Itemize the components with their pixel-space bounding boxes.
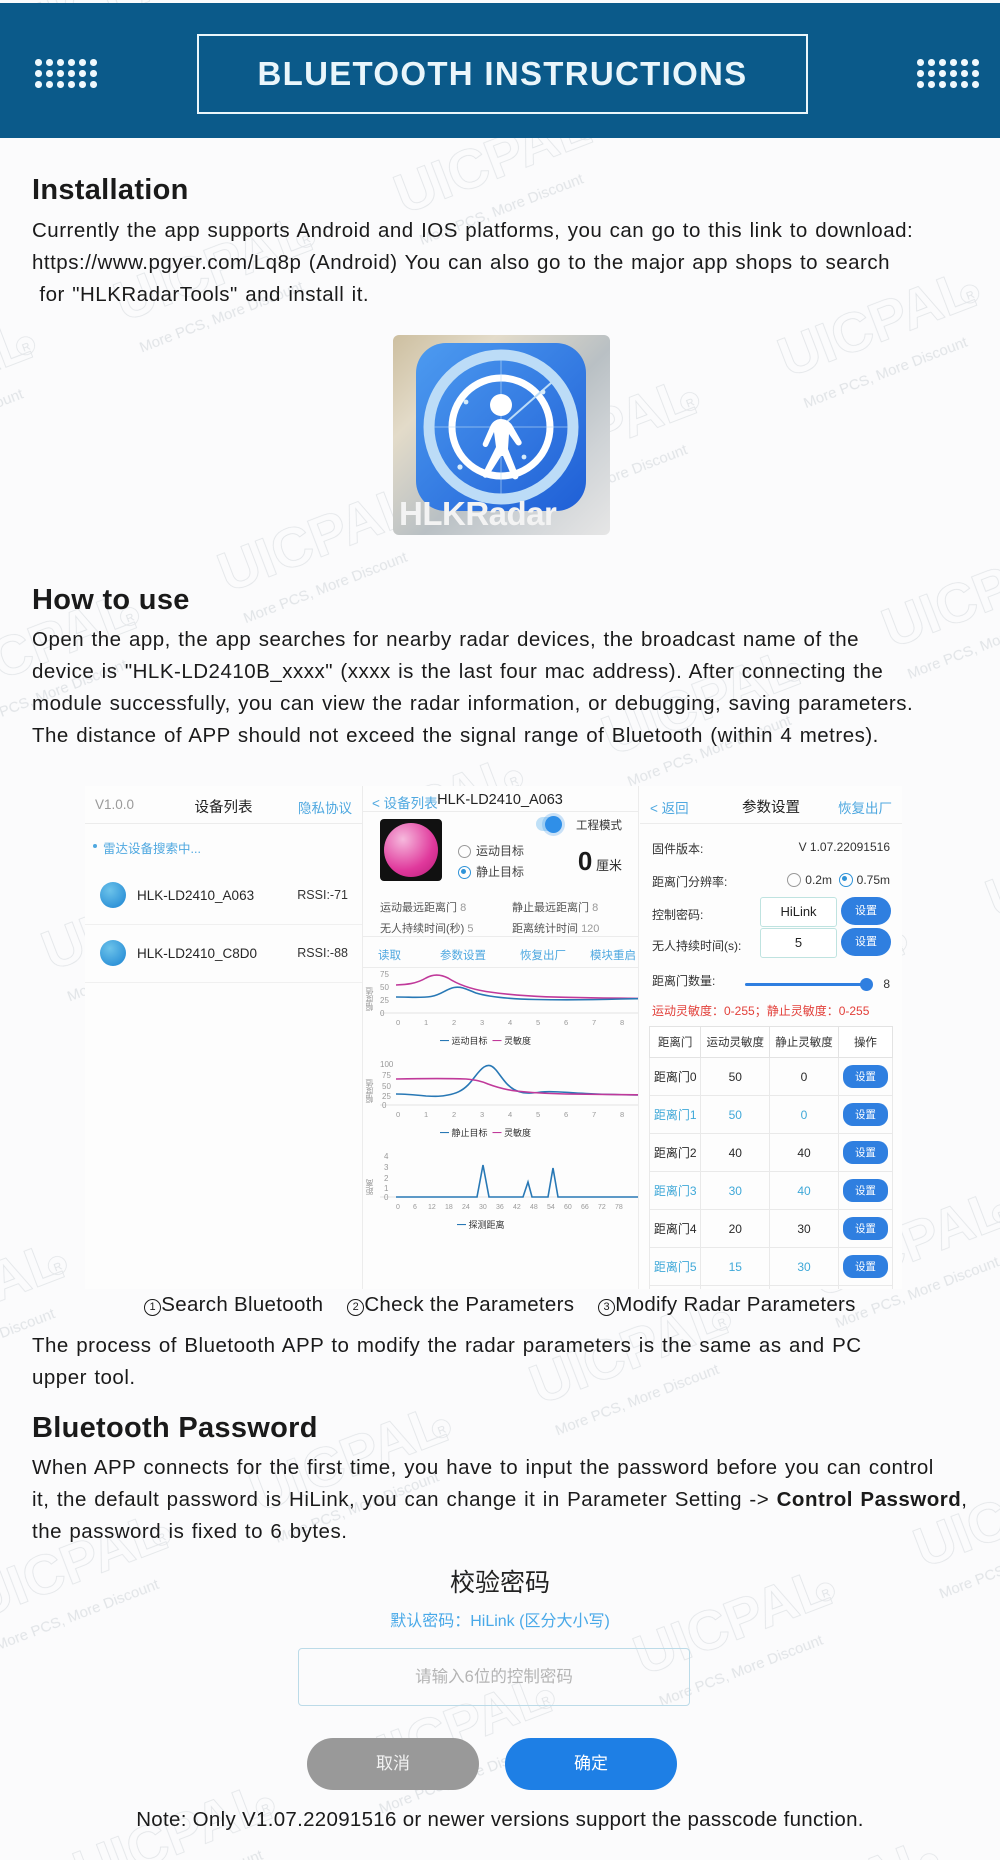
svg-text:4: 4 <box>508 1110 512 1119</box>
svg-text:2: 2 <box>452 1110 456 1119</box>
svg-text:1: 1 <box>424 1018 428 1027</box>
svg-text:1: 1 <box>384 1184 389 1193</box>
svg-text:60: 60 <box>564 1204 572 1211</box>
svg-text:18: 18 <box>445 1204 453 1211</box>
svg-text:66: 66 <box>581 1204 589 1211</box>
svg-text:48: 48 <box>530 1204 538 1211</box>
svg-text:72: 72 <box>598 1204 606 1211</box>
svg-text:0: 0 <box>396 1110 400 1119</box>
svg-text:36: 36 <box>496 1204 504 1211</box>
svg-text:54: 54 <box>547 1204 555 1211</box>
svg-text:4: 4 <box>384 1153 389 1161</box>
svg-text:42: 42 <box>513 1204 521 1211</box>
svg-text:5: 5 <box>536 1018 540 1027</box>
svg-text:24: 24 <box>462 1204 470 1211</box>
svg-text:25: 25 <box>380 996 389 1005</box>
svg-text:7: 7 <box>592 1018 596 1027</box>
svg-text:50: 50 <box>380 983 389 992</box>
svg-text:78: 78 <box>615 1204 623 1211</box>
svg-text:3: 3 <box>384 1163 389 1172</box>
svg-text:8: 8 <box>620 1018 624 1027</box>
svg-text:0: 0 <box>382 1101 387 1110</box>
svg-text:2: 2 <box>452 1018 456 1027</box>
svg-text:75: 75 <box>380 970 389 979</box>
svg-text:0: 0 <box>396 1204 400 1211</box>
svg-text:75: 75 <box>382 1071 391 1080</box>
svg-text:0: 0 <box>380 1009 385 1018</box>
svg-text:4: 4 <box>508 1018 512 1027</box>
svg-text:3: 3 <box>480 1018 484 1027</box>
svg-text:12: 12 <box>428 1204 436 1211</box>
svg-text:30: 30 <box>479 1204 487 1211</box>
svg-text:7: 7 <box>592 1110 596 1119</box>
svg-text:2: 2 <box>384 1174 389 1183</box>
svg-text:1: 1 <box>424 1110 428 1119</box>
svg-text:100: 100 <box>380 1061 394 1069</box>
svg-text:50: 50 <box>382 1082 391 1091</box>
svg-text:5: 5 <box>536 1110 540 1119</box>
svg-text:0: 0 <box>384 1193 389 1202</box>
svg-text:6: 6 <box>564 1110 568 1119</box>
svg-text:3: 3 <box>480 1110 484 1119</box>
svg-text:6: 6 <box>413 1204 417 1211</box>
svg-text:25: 25 <box>382 1092 391 1101</box>
svg-text:0: 0 <box>396 1018 400 1027</box>
svg-text:6: 6 <box>564 1018 568 1027</box>
svg-text:8: 8 <box>620 1110 624 1119</box>
